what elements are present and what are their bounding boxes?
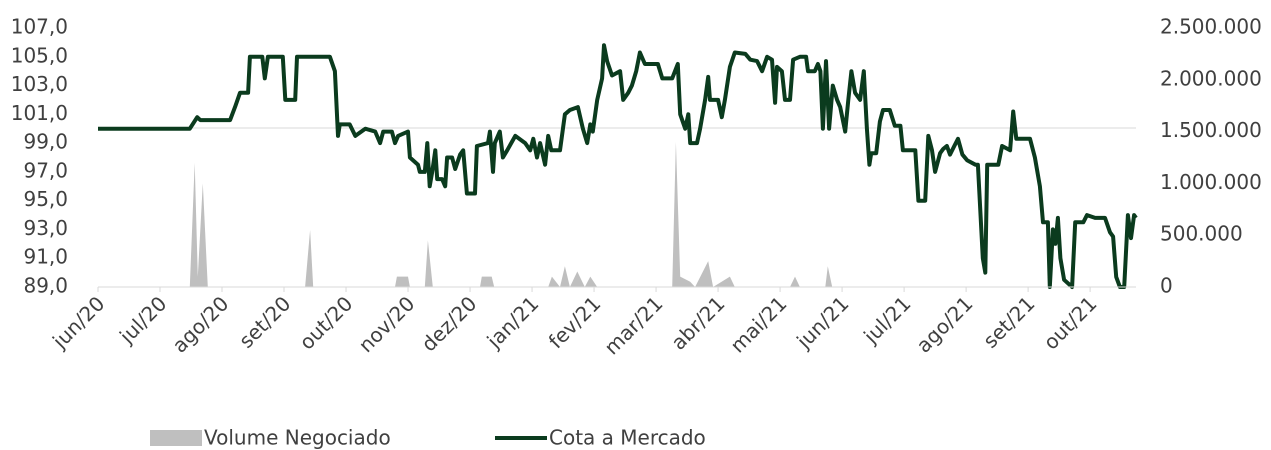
y2-tick-label: 1.500.000: [1160, 118, 1262, 142]
x-tick-label: mai/21: [725, 291, 791, 357]
x-tick-label: out/20: [295, 291, 358, 354]
y-tick-label: 107,0: [11, 15, 68, 39]
y2-tick-label: 500.000: [1160, 222, 1243, 246]
y-tick-label: 97,0: [23, 158, 68, 182]
x-tick-label: out/21: [1039, 291, 1102, 354]
y2-tick-label: 1.000.000: [1160, 170, 1262, 194]
x-tick-label: nov/20: [354, 291, 420, 357]
x-tick-label: jan/21: [481, 291, 543, 353]
x-tick-label: jun/21: [791, 291, 853, 353]
legend-swatch: [150, 430, 202, 446]
x-tick-label: ago/21: [911, 291, 977, 357]
price-line: [98, 43, 1138, 289]
y-tick-label: 105,0: [11, 43, 68, 67]
x-tick-label: jul/21: [858, 291, 915, 348]
legend-label: Volume Negociado: [204, 426, 391, 450]
y-tick-label: 103,0: [11, 72, 68, 96]
x-tick-label: jul/20: [114, 291, 171, 348]
y2-tick-label: 2.500.000: [1160, 15, 1262, 39]
x-tick-label: fev/21: [544, 291, 606, 353]
y-tick-label: 99,0: [23, 130, 68, 154]
x-tick-label: set/21: [978, 291, 1039, 352]
x-tick-label: ago/20: [167, 291, 233, 357]
x-tick-label: set/20: [234, 291, 295, 352]
y2-tick-label: 2.000.000: [1160, 66, 1262, 90]
x-tick-label: jun/20: [47, 291, 109, 353]
y-tick-label: 95,0: [23, 187, 68, 211]
x-tick-label: mar/21: [599, 291, 667, 359]
y-tick-label: 91,0: [23, 245, 68, 269]
y-tick-label: 101,0: [11, 101, 68, 125]
x-tick-label: abr/21: [666, 291, 729, 354]
volume-area: [98, 142, 1136, 287]
y-tick-label: 89,0: [23, 274, 68, 298]
legend-label: Cota a Mercado: [549, 426, 706, 450]
y-tick-label: 93,0: [23, 216, 68, 240]
y2-tick-label: 0: [1160, 274, 1173, 298]
x-tick-label: dez/20: [417, 291, 482, 356]
